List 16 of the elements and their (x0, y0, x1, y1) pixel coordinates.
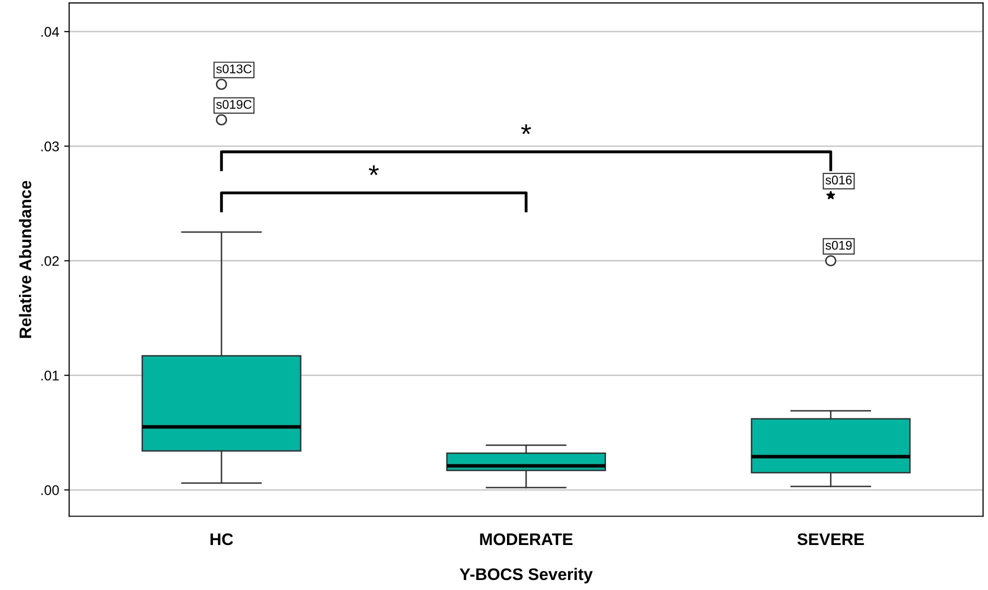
annotation: s013C (216, 64, 252, 74)
y-tick-label: .00 (41, 485, 59, 496)
annotation: * (521, 124, 532, 134)
annotation: s016 (826, 176, 852, 184)
x-tick-label: HC (210, 533, 234, 546)
y-tick-label: .01 (41, 370, 59, 380)
x-axis-title: Y-BOCS Severity (460, 568, 593, 584)
x-tick-label: SEVERE (797, 533, 864, 546)
annotation: * (368, 165, 379, 176)
annotation: s019 (826, 240, 852, 250)
y-tick-label: .03 (41, 142, 59, 152)
annotation: s019C (216, 100, 252, 109)
x-tick-label: MODERATE (480, 533, 573, 546)
y-axis-title: Relative Abundance (19, 180, 32, 338)
y-tick-label: .02 (41, 256, 59, 266)
y-tick-label: .04 (41, 26, 60, 37)
